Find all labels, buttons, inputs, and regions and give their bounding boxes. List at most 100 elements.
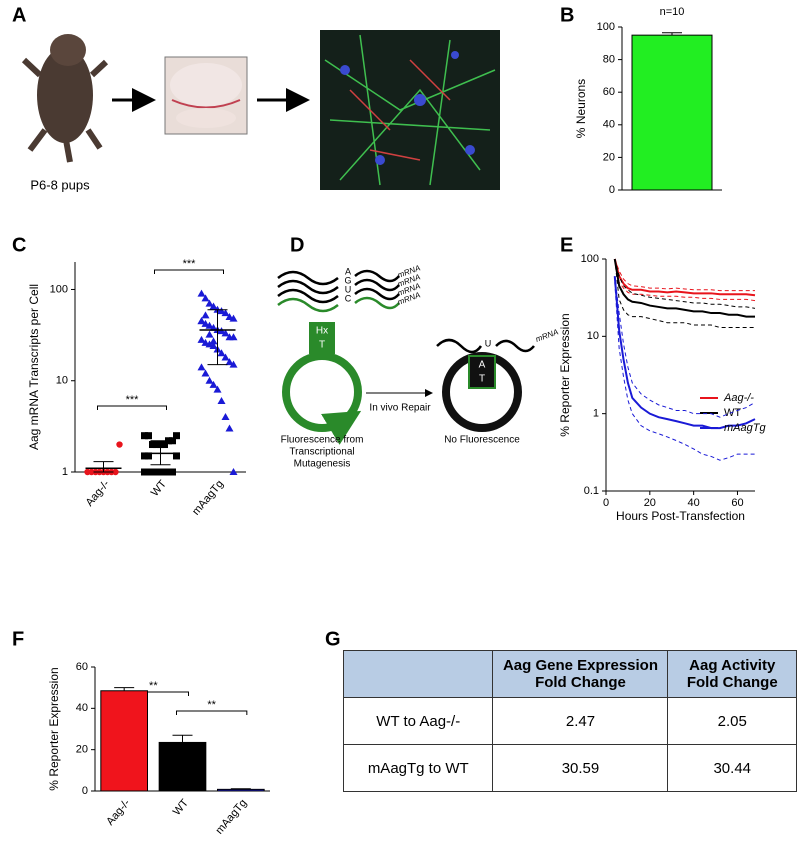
error-bar	[150, 440, 171, 466]
header-cell: Aag Gene Expression Fold Change	[492, 650, 669, 698]
point	[201, 369, 210, 377]
bar	[217, 788, 265, 792]
corner-cell	[342, 650, 494, 698]
x-tick-label: mAagTg	[213, 797, 249, 837]
mrna-label: mRNA	[534, 327, 559, 344]
point	[165, 468, 172, 476]
point	[169, 468, 176, 476]
point	[209, 302, 218, 310]
y-tick-label: 100	[50, 283, 68, 295]
annotation: n=10	[660, 6, 685, 18]
point	[149, 468, 156, 476]
y-tick-label: 60	[76, 661, 88, 673]
band-line	[614, 258, 755, 292]
point	[221, 309, 230, 317]
legend-label: mAagTg	[724, 422, 766, 434]
row: mAagTg to WT 30.59 30.44	[342, 744, 797, 792]
point	[153, 468, 160, 476]
band-line	[614, 276, 756, 418]
series-line	[613, 258, 756, 297]
caption: P6-8 pups	[30, 177, 90, 192]
base: G	[344, 275, 351, 285]
panel-letter: F	[12, 628, 24, 650]
y-tick-label: 0.1	[584, 485, 599, 497]
point	[201, 311, 210, 319]
y-axis-label: % Reporter Expression	[47, 667, 61, 790]
point	[145, 432, 152, 440]
error-bar	[230, 788, 251, 790]
base: C	[345, 293, 352, 303]
base: A	[345, 266, 351, 276]
point	[209, 380, 218, 388]
point	[161, 468, 168, 476]
y-axis-label: % Reporter Expression	[558, 313, 572, 436]
base-box	[468, 355, 496, 389]
point	[197, 335, 206, 343]
base-box	[309, 322, 335, 354]
point	[221, 329, 230, 337]
point	[153, 441, 160, 449]
y-tick-label: 100	[581, 253, 599, 265]
point	[205, 321, 214, 329]
brain-photo	[164, 56, 248, 135]
y-tick-label: 10	[56, 375, 68, 387]
x-tick-label: WT	[149, 478, 169, 499]
bar	[158, 741, 207, 792]
point	[213, 385, 222, 393]
point	[229, 314, 238, 322]
x-tick-label: 60	[731, 497, 743, 509]
error-bar	[114, 687, 135, 691]
x-tick-label: Aag-/-	[104, 797, 133, 828]
y-tick-label: 20	[76, 744, 88, 756]
x-tick-label: 0	[603, 497, 609, 509]
series-line	[613, 258, 755, 318]
point	[173, 452, 180, 460]
arrowhead	[321, 410, 362, 445]
panel-letter: A	[12, 4, 26, 26]
y-tick-label: 10	[587, 330, 599, 342]
repair-label: In vivo Repair	[369, 403, 431, 414]
y-tick-label: 20	[603, 151, 615, 163]
bar	[100, 690, 149, 792]
significance-bracket	[176, 710, 248, 715]
panel-letter: G	[325, 628, 341, 650]
y-tick-label: 60	[603, 86, 615, 98]
mouse-photo	[21, 34, 109, 163]
point	[221, 353, 230, 361]
cell: 30.44	[667, 744, 797, 792]
significance-label: ***	[126, 394, 140, 406]
significance-label: **	[149, 680, 158, 692]
panel-letter: D	[290, 234, 304, 256]
caption: Fluorescence from	[281, 435, 364, 446]
x-tick-label: 20	[644, 497, 656, 509]
point	[229, 333, 238, 341]
series-line	[613, 276, 756, 430]
base: U	[345, 284, 352, 294]
y-axis-label: % Neurons	[574, 79, 588, 138]
point	[161, 441, 168, 449]
x-tick-label: 40	[688, 497, 700, 509]
x-tick-label: Aag-/-	[84, 478, 113, 509]
error-bar	[172, 734, 193, 743]
fold-change-table: Aag Gene Expression Fold Change Aag Acti…	[342, 650, 797, 792]
bar	[631, 34, 713, 191]
point	[209, 342, 218, 350]
box-label: Hx	[316, 326, 328, 337]
significance-label: ***	[183, 258, 197, 270]
band-line	[614, 258, 756, 302]
point	[209, 337, 218, 345]
cell: WT to Aag-/-	[342, 697, 494, 745]
point	[217, 349, 226, 357]
point	[169, 437, 176, 445]
cell: mAagTg to WT	[342, 744, 494, 792]
legend-label: WT	[724, 407, 741, 419]
point	[217, 396, 226, 404]
error-bar	[207, 309, 228, 366]
error-bar	[662, 32, 682, 36]
point	[229, 360, 238, 368]
cell: 2.47	[492, 697, 669, 745]
x-tick-label: WT	[171, 797, 191, 818]
point	[141, 452, 148, 460]
